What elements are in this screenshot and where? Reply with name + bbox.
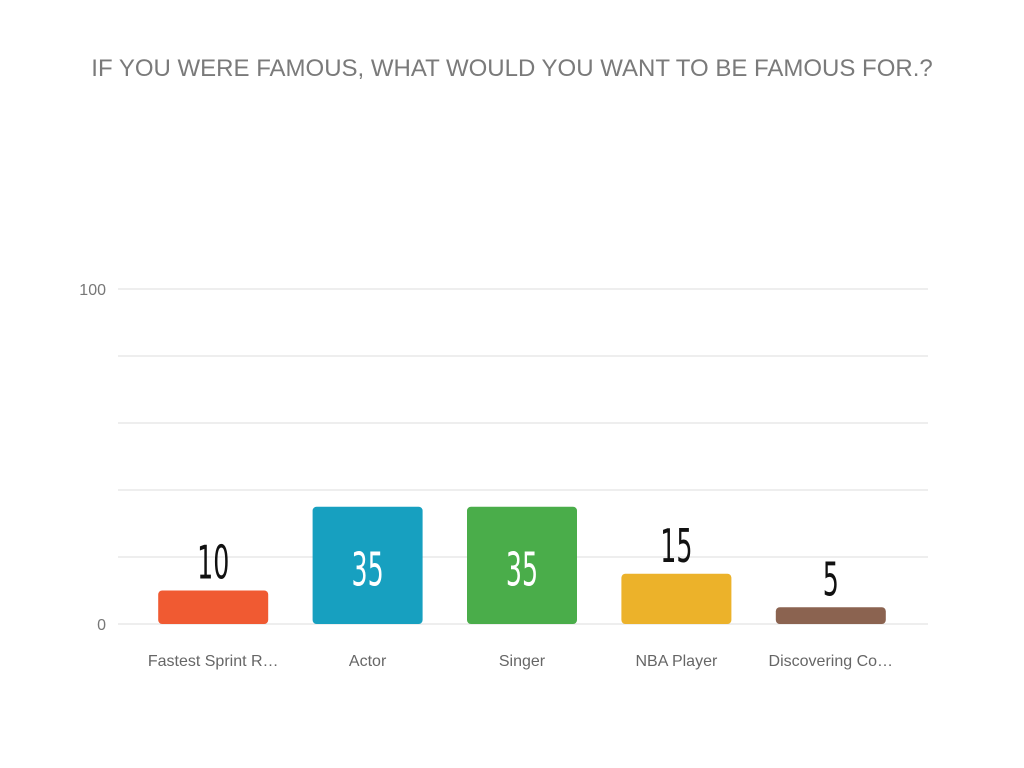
y-tick-label: 100 [79,282,106,299]
x-tick-label: Discovering Co… [769,653,893,670]
value-label: 15 [660,520,692,573]
bar [775,607,886,624]
y-tick-label: 0 [97,617,106,634]
value-label: 5 [823,553,839,606]
bar [312,506,423,624]
chart-title: IF YOU WERE FAMOUS, WHAT WOULD YOU WANT … [91,55,932,82]
value-label: 35 [506,543,538,596]
bar [158,590,269,624]
x-tick-label: Singer [499,653,546,670]
x-tick-label: NBA Player [635,653,717,670]
bar [621,573,732,624]
x-tick-label: Fastest Sprint R… [148,653,279,670]
value-label: 10 [197,536,229,589]
value-label: 35 [352,543,384,596]
x-tick-label: Actor [349,653,387,670]
bar [467,506,577,624]
